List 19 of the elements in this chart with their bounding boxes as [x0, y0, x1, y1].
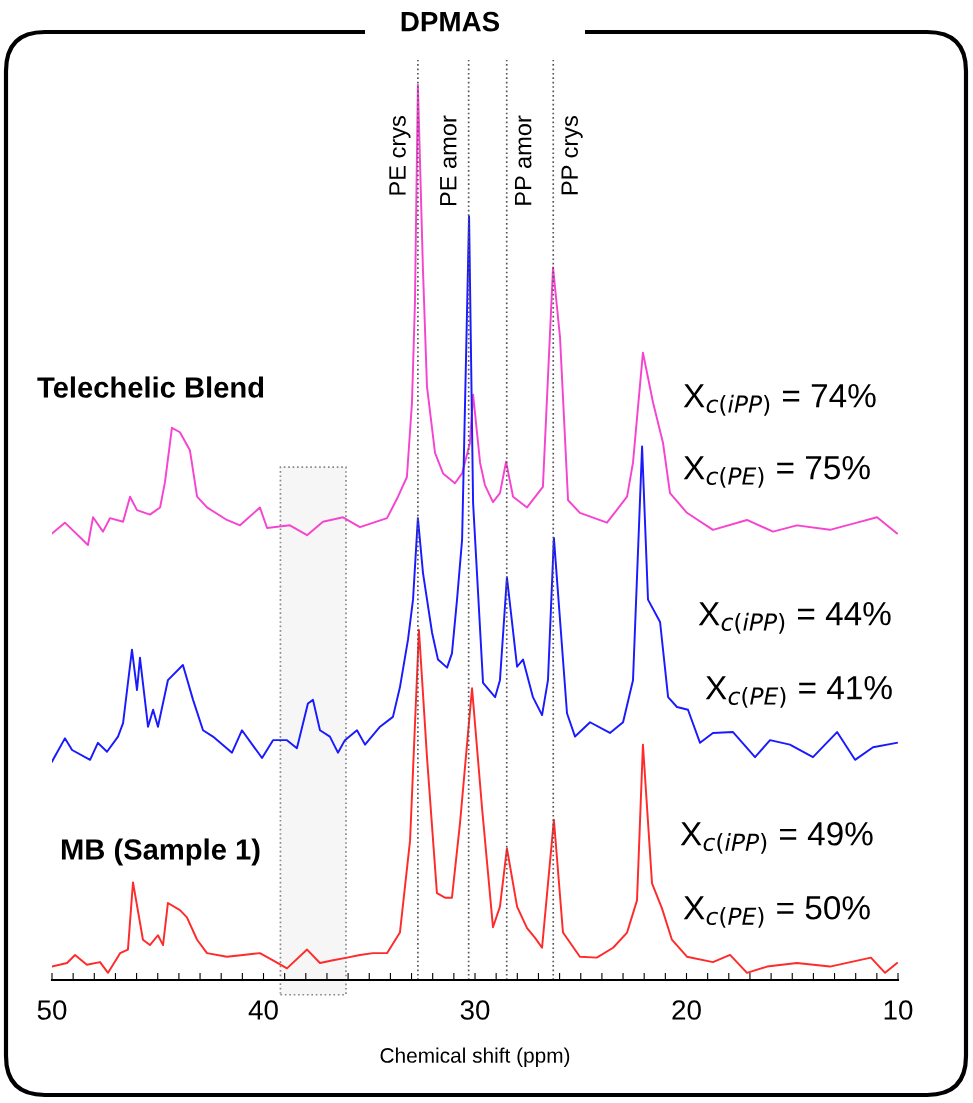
annotation: X$_{c(iPP)}$ = 49% — [680, 822, 873, 854]
x-axis-title: Chemical shift (ppm) — [380, 1047, 570, 1067]
x-tick-label: 10 — [884, 1000, 913, 1020]
chart-title: DPMAS — [401, 11, 500, 32]
x-tick-label: 50 — [37, 1000, 67, 1020]
ref-line-label: PE crys — [389, 116, 411, 195]
x-tick-label: 40 — [248, 1000, 278, 1020]
annotation: X$_{c(iPP)}$ = 74% — [683, 384, 876, 416]
x-tick-label: 30 — [460, 1000, 490, 1020]
ref-line-label: PE amor — [440, 115, 457, 206]
x-tick-label: 20 — [672, 1000, 701, 1020]
series-label: Telechelic Blend — [37, 376, 264, 398]
series-label: MB (Sample 1) — [61, 838, 260, 866]
ref-line-label: PP amor — [514, 115, 532, 205]
annotation: X$_{c(PE)}$ = 75% — [683, 456, 870, 488]
annotation: X$_{c(PE)}$ = 41% — [705, 676, 892, 708]
ref-line-label: PP crys — [561, 116, 583, 195]
annotation: X$_{c(iPP)}$ = 44% — [698, 602, 891, 634]
annotation: X$_{c(PE)}$ = 50% — [683, 896, 870, 928]
